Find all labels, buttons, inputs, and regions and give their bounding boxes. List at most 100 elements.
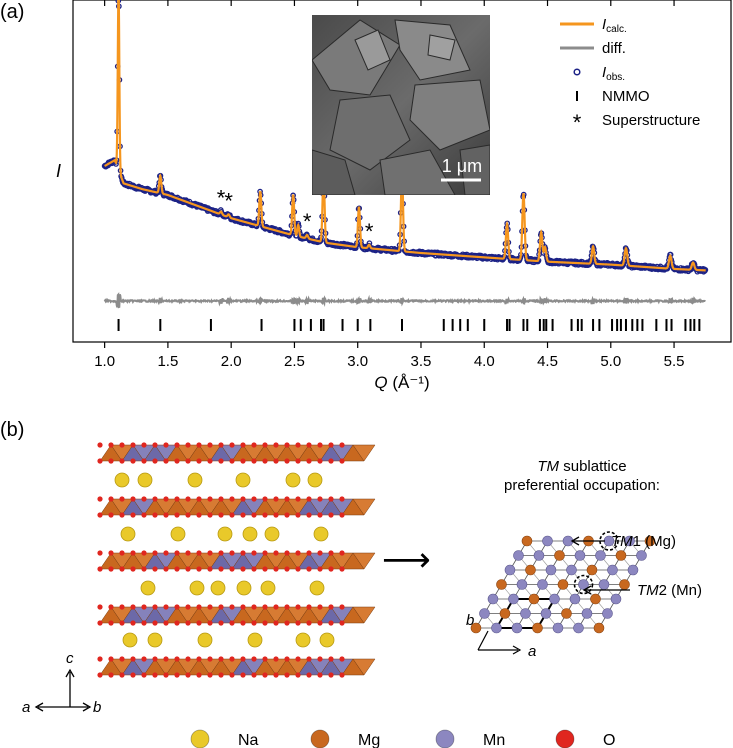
superstructure-star: * xyxy=(217,186,226,211)
oxygen-atom xyxy=(295,442,301,448)
oxygen-atom xyxy=(119,656,125,662)
legend-label-obs: Iobs. xyxy=(602,64,625,83)
tm-oxide-layer xyxy=(97,656,376,678)
mn-site xyxy=(508,593,519,605)
oxygen-atom xyxy=(196,442,202,448)
mn-site xyxy=(598,579,610,590)
mn-site xyxy=(542,535,553,547)
oxygen-atom xyxy=(185,512,191,518)
oxygen-atom xyxy=(185,672,191,678)
oxygen-atom xyxy=(196,496,202,502)
octahedron-face xyxy=(352,552,376,570)
oxygen-atom xyxy=(97,566,103,572)
panel-b-label: (b) xyxy=(0,419,24,441)
oxygen-atom xyxy=(251,620,257,626)
oxygen-atom xyxy=(196,512,202,518)
oxygen-atom xyxy=(130,620,136,626)
legend-swatch-star: * xyxy=(573,110,582,135)
oxygen-atom xyxy=(306,672,312,678)
superstructure-star: * xyxy=(365,219,374,244)
y-axis-label: I xyxy=(56,161,61,181)
sodium-atom xyxy=(307,472,323,488)
mn-site xyxy=(624,535,635,547)
oxygen-atom xyxy=(141,656,147,662)
nmmo-reflection-ticks xyxy=(117,319,701,331)
axis-a-label: a xyxy=(22,699,30,716)
oxygen-atom xyxy=(196,620,202,626)
oxygen-atom xyxy=(141,620,147,626)
oxygen-atom xyxy=(152,566,158,572)
oxygen-atom xyxy=(240,458,246,464)
oxygen-atom xyxy=(284,604,290,610)
oxygen-atom xyxy=(108,458,114,464)
oxygen-atom xyxy=(174,620,180,626)
mg-site xyxy=(615,550,627,561)
oxygen-atom xyxy=(240,620,246,626)
oxygen-atom xyxy=(196,458,202,464)
sodium-atom xyxy=(210,580,226,596)
oxygen-atom xyxy=(152,604,158,610)
oxygen-atom xyxy=(229,566,235,572)
oxygen-atom xyxy=(185,604,191,610)
oxygen-atom xyxy=(119,566,125,572)
oxygen-atom xyxy=(108,496,114,502)
oxygen-atom xyxy=(229,604,235,610)
mn-site xyxy=(595,550,606,561)
x-axis-label: Q (Å⁻¹) xyxy=(374,373,429,392)
tm-oxide-layer xyxy=(97,604,376,626)
oxygen-atom xyxy=(251,604,257,610)
tm-oxide-layer xyxy=(97,550,376,572)
mn-site xyxy=(610,593,622,605)
mn-site xyxy=(479,608,490,619)
mn-site xyxy=(533,550,545,561)
oxygen-atom xyxy=(251,442,257,448)
oxygen-atom xyxy=(218,550,224,556)
oxygen-atom xyxy=(185,656,191,662)
projection-arrow: ⟶ xyxy=(382,541,431,579)
mn-site xyxy=(574,550,586,561)
oxygen-atom xyxy=(218,566,224,572)
oxygen-atom xyxy=(196,672,202,678)
oxygen-atom xyxy=(273,604,279,610)
oxygen-atom xyxy=(119,512,125,518)
oxygen-atom xyxy=(196,604,202,610)
oxygen-atom xyxy=(339,672,345,678)
oxygen-atom xyxy=(317,656,323,662)
oxygen-atom xyxy=(108,656,114,662)
oxygen-atom xyxy=(273,550,279,556)
oxygen-atom xyxy=(229,496,235,502)
oxygen-atom xyxy=(196,550,202,556)
oxygen-atom xyxy=(141,550,147,556)
x-tick-label: 4.0 xyxy=(474,353,495,370)
inplane-axes xyxy=(477,630,522,655)
mg-site xyxy=(496,579,507,590)
oxygen-atom xyxy=(339,620,345,626)
oxygen-atom xyxy=(218,496,224,502)
oxygen-atom xyxy=(273,458,279,464)
mg-site xyxy=(499,608,511,619)
legend-label-star: Superstructure xyxy=(602,112,700,129)
oxygen-atom xyxy=(152,442,158,448)
x-tick-label: 1.5 xyxy=(157,353,178,370)
mn-site xyxy=(545,564,557,576)
oxygen-atom xyxy=(119,604,125,610)
sodium-atom xyxy=(313,526,329,542)
oxygen-atom xyxy=(130,656,136,662)
oxygen-atom xyxy=(141,496,147,502)
oxygen-atom xyxy=(163,604,169,610)
sodium-atom xyxy=(235,472,251,488)
oxygen-atom xyxy=(262,442,268,448)
oxygen-atom xyxy=(317,442,323,448)
oxygen-atom xyxy=(295,620,301,626)
oxygen-atom xyxy=(295,458,301,464)
oxygen-atom xyxy=(328,458,334,464)
oxygen-atom xyxy=(273,442,279,448)
oxygen-atom xyxy=(174,604,180,610)
oxygen-atom xyxy=(317,512,323,518)
sodium-atom xyxy=(197,632,213,648)
oxygen-atom xyxy=(328,604,334,610)
mn-site xyxy=(537,579,548,590)
x-tick-label: 2.0 xyxy=(221,353,242,370)
oxygen-atom xyxy=(97,496,103,502)
sodium-atom xyxy=(285,472,301,488)
